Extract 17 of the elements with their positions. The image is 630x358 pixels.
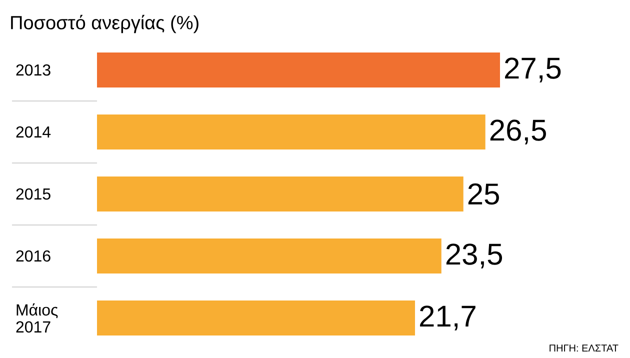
y-tick-label: 2015 <box>16 188 50 200</box>
y-tick-label: Μάιος 2017 <box>16 303 58 333</box>
bar <box>97 114 486 150</box>
data-label: 21,7 <box>420 306 476 330</box>
chart-title: Ποσοστό ανεργίας (%) <box>11 14 198 34</box>
text: ΠΗΓΗ: ΕΛΣΤΑΤ <box>550 344 618 352</box>
bar <box>97 176 464 212</box>
data-label: 26,5 <box>490 120 546 144</box>
y-tick-label: 2014 <box>16 126 51 138</box>
y-tick-label: 2016 <box>16 250 50 262</box>
bar <box>97 300 416 336</box>
bar <box>97 238 442 274</box>
y-tick-label: 2013 <box>16 64 50 76</box>
data-label: 23,5 <box>446 244 502 268</box>
data-label: 25 <box>468 183 499 205</box>
bar <box>97 52 500 88</box>
data-label: 27,5 <box>505 58 561 82</box>
